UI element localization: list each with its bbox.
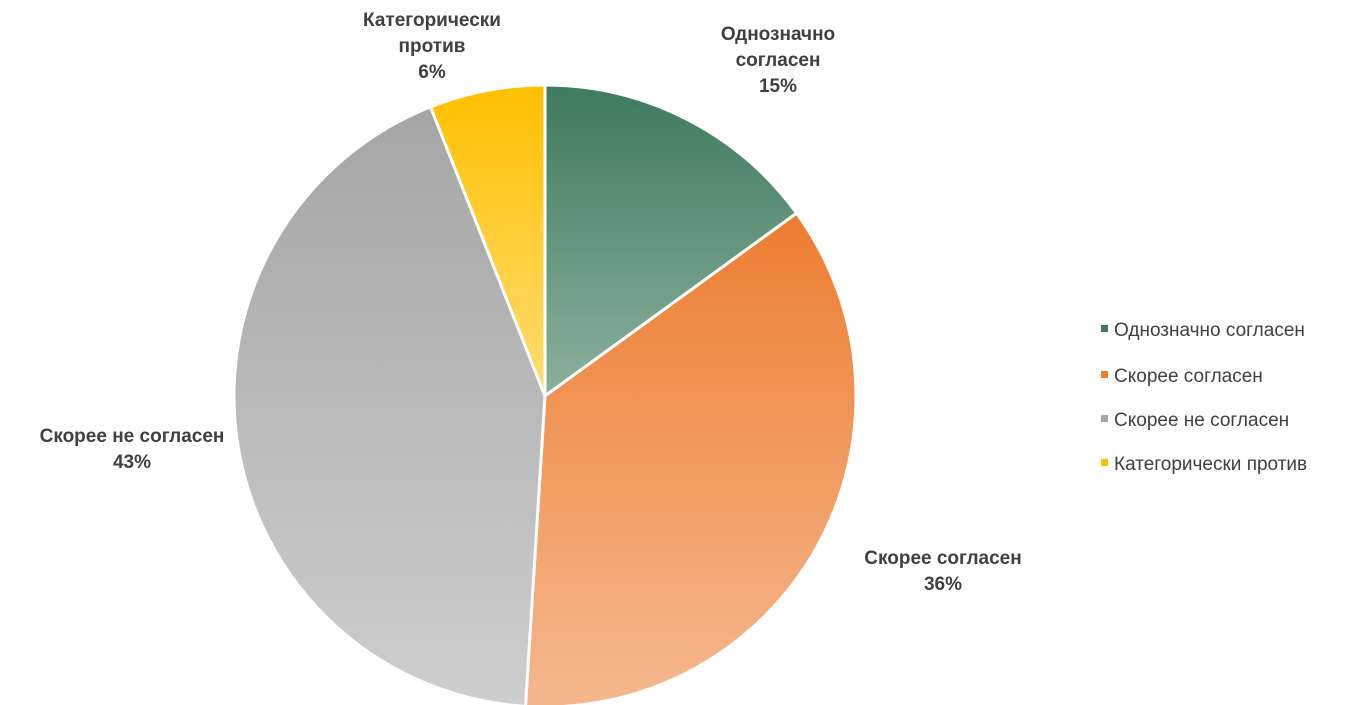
data-label-value: 6% bbox=[418, 62, 446, 83]
legend-item: Скорее не согласен bbox=[1101, 410, 1289, 432]
pie-slice bbox=[543, 83, 799, 399]
data-label-name: Однозначно согласен bbox=[720, 24, 836, 71]
data-label-name: Категорически против bbox=[363, 10, 501, 57]
legend-swatch bbox=[1101, 459, 1108, 467]
legend-label: Категорически против bbox=[1114, 454, 1308, 475]
legend-item: Скорее согласен bbox=[1101, 366, 1263, 388]
legend-swatch bbox=[1101, 371, 1108, 379]
pie-slice bbox=[232, 104, 547, 705]
data-label: Категорически против 6% bbox=[342, 8, 522, 86]
data-label: Скорее не согласен 43% bbox=[2, 424, 262, 476]
legend-label: Скорее согласен bbox=[1114, 366, 1263, 387]
legend-swatch bbox=[1101, 415, 1108, 423]
pie-slice bbox=[524, 211, 858, 705]
pie-slice bbox=[428, 83, 547, 397]
legend-swatch bbox=[1101, 325, 1108, 333]
data-label-value: 36% bbox=[923, 574, 963, 595]
data-label-value: 15% bbox=[758, 76, 798, 97]
data-label-value: 43% bbox=[112, 452, 152, 473]
data-label-name: Скорее не согласен bbox=[39, 426, 225, 447]
data-label: Скорее согласен 36% bbox=[833, 546, 1053, 598]
data-label-name: Скорее согласен bbox=[864, 548, 1022, 569]
legend-label: Однозначно согласен bbox=[1114, 320, 1305, 341]
data-label: Однозначно согласен 15% bbox=[688, 22, 868, 100]
legend-item: Категорически против bbox=[1101, 454, 1307, 476]
legend-item: Однозначно согласен bbox=[1101, 320, 1305, 342]
legend-label: Скорее не согласен bbox=[1114, 410, 1290, 431]
